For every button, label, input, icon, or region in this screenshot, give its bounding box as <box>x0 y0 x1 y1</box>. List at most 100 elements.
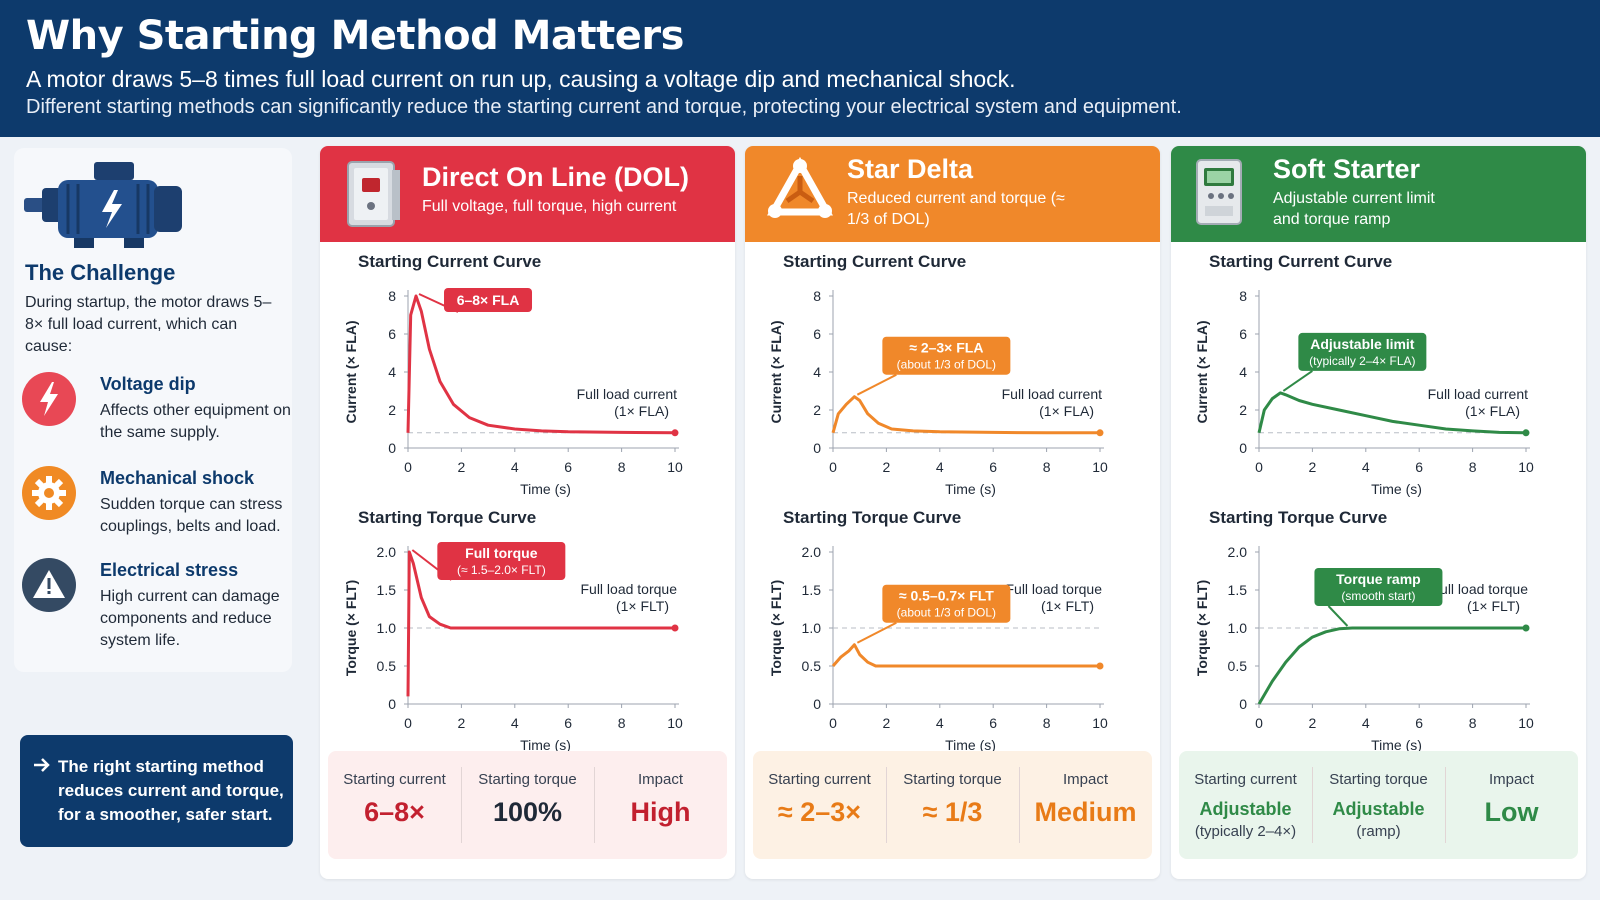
annotation-pointer <box>856 621 897 644</box>
x-tick-label: 4 <box>1362 459 1370 475</box>
x-tick-label: 4 <box>936 459 944 475</box>
reference-sublabel: (1× FLA) <box>1465 403 1520 419</box>
current-chart-title: Starting Current Curve <box>358 252 542 271</box>
challenge-title: The Challenge <box>25 260 176 285</box>
x-tick-label: 4 <box>1362 715 1370 731</box>
x-tick-label: 10 <box>667 715 683 731</box>
reference-sublabel: (1× FLA) <box>1039 403 1094 419</box>
y-tick-label: 1.0 <box>377 620 397 636</box>
summary-item: Impact Low <box>1445 751 1578 859</box>
x-tick-label: 6 <box>1415 715 1423 731</box>
x-tick-label: 10 <box>667 459 683 475</box>
x-axis-label: Time (s) <box>520 481 571 497</box>
summary-item: Starting current 6–8× <box>328 751 461 859</box>
challenge-item-desc: High current can damage components and r… <box>100 588 280 649</box>
challenge-item-voltage-dip: Voltage dip Affects other equipment on t… <box>22 372 291 462</box>
star-delta-icon <box>765 156 835 231</box>
x-tick-label: 2 <box>1309 715 1317 731</box>
summary-panel: Starting current 6–8× Starting torque 100% I… <box>328 751 727 859</box>
torque-chart-title: Starting Torque Curve <box>783 508 962 527</box>
annotation-box <box>882 584 1011 623</box>
y-tick-label: 1.5 <box>802 582 822 598</box>
summary-panel: Starting current Adjustable (typically 2–4… <box>1179 751 1578 859</box>
x-tick-label: 2 <box>458 459 466 475</box>
y-tick-label: 2.0 <box>802 544 822 560</box>
y-axis-label: Torque (× FLT) <box>768 580 784 676</box>
x-axis-label: Time (s) <box>1371 481 1422 497</box>
torque-curve <box>406 550 675 697</box>
lightning-icon <box>22 372 76 426</box>
method-title: Direct On Line (DOL) <box>422 162 690 192</box>
current-chart-title: Starting Current Curve <box>1209 252 1393 271</box>
method-header: Soft Starter Adjustable current limit and… <box>1171 146 1586 242</box>
x-tick-label: 0 <box>404 715 412 731</box>
summary-divider <box>1019 767 1020 843</box>
summary-panel: Starting current ≈ 2–3× Starting torque ≈ 1… <box>753 751 1152 859</box>
y-tick-label: 0.5 <box>1228 658 1248 674</box>
summary-item: Impact High <box>594 751 727 859</box>
y-tick-label: 8 <box>813 288 821 304</box>
x-tick-label: 4 <box>511 459 519 475</box>
y-tick-label: 1.0 <box>802 620 822 636</box>
method-title: Soft Starter <box>1273 154 1421 184</box>
x-tick-label: 8 <box>1043 715 1051 731</box>
reference-sublabel: (1× FLA) <box>614 403 669 419</box>
x-tick-label: 6 <box>989 715 997 731</box>
callout-box: The right starting method reduces curren… <box>20 735 293 847</box>
x-axis-label: Time (s) <box>945 737 996 753</box>
y-tick-label: 0 <box>813 696 821 712</box>
summary-value: Medium <box>1034 797 1137 827</box>
annotation-pointer <box>856 373 897 396</box>
x-tick-label: 10 <box>1092 459 1108 475</box>
y-tick-label: 4 <box>813 364 821 380</box>
end-point <box>1522 624 1530 632</box>
x-tick-label: 8 <box>1469 459 1477 475</box>
x-tick-label: 2 <box>458 715 466 731</box>
summary-value: 100% <box>492 797 563 827</box>
y-tick-label: 6 <box>1239 326 1247 342</box>
x-axis-label: Time (s) <box>520 737 571 753</box>
y-tick-label: 1.0 <box>1228 620 1248 636</box>
reference-sublabel: (1× FLT) <box>1467 598 1520 614</box>
x-tick-label: 8 <box>1043 459 1051 475</box>
x-tick-label: 10 <box>1518 715 1534 731</box>
page-subtitle: A motor draws 5–8 times full load curren… <box>26 66 1016 92</box>
annotation-subtext: (typically 2–4× FLA) <box>1309 354 1415 368</box>
summary-divider <box>461 767 462 843</box>
gear-icon <box>22 466 76 520</box>
end-point <box>671 624 679 632</box>
method-subtitle: Adjustable current limit and torque ramp <box>1273 190 1435 228</box>
page-description: Different starting methods can significa… <box>26 96 1182 118</box>
x-tick-label: 2 <box>883 459 891 475</box>
challenge-item-title: Mechanical shock <box>100 468 255 488</box>
y-tick-label: 0 <box>813 440 821 456</box>
x-tick-label: 8 <box>618 715 626 731</box>
summary-label: Impact <box>1062 771 1108 788</box>
x-tick-label: 0 <box>404 459 412 475</box>
torque-curve <box>1257 626 1526 705</box>
x-tick-label: 0 <box>1255 459 1263 475</box>
summary-item: Starting current ≈ 2–3× <box>753 751 886 859</box>
y-tick-label: 8 <box>388 288 396 304</box>
annotation-box <box>444 288 533 312</box>
current-chart-title: Starting Current Curve <box>783 252 967 271</box>
annotation-subtext: (≈ 1.5–2.0× FLT) <box>457 563 546 577</box>
annotation-pointer <box>1282 370 1313 392</box>
summary-label: Starting torque <box>478 771 577 788</box>
x-tick-label: 8 <box>618 459 626 475</box>
torque-chart: 0 0.5 1.0 1.5 2.0 0 2 4 6 8 10 Time (s) Torque (× FL… <box>768 544 1108 753</box>
x-tick-label: 10 <box>1518 459 1534 475</box>
annotation-text: ≈ 0.5–0.7× FLT <box>899 588 994 604</box>
y-axis-label: Torque (× FLT) <box>1194 580 1210 676</box>
card-soft-starter: Soft Starter Adjustable current limit and… <box>1171 146 1586 879</box>
x-tick-label: 2 <box>1309 459 1317 475</box>
end-point <box>1096 429 1104 437</box>
x-axis-label: Time (s) <box>945 481 996 497</box>
x-tick-label: 0 <box>1255 715 1263 731</box>
y-tick-label: 2 <box>1239 402 1247 418</box>
card-star-delta: Star Delta Reduced current and torque (≈ … <box>745 146 1160 879</box>
torque-chart-title: Starting Torque Curve <box>358 508 537 527</box>
summary-item: Starting torque Adjustable (ramp) <box>1312 751 1445 859</box>
summary-value: Adjustable <box>1332 799 1425 819</box>
end-point <box>1522 429 1530 437</box>
